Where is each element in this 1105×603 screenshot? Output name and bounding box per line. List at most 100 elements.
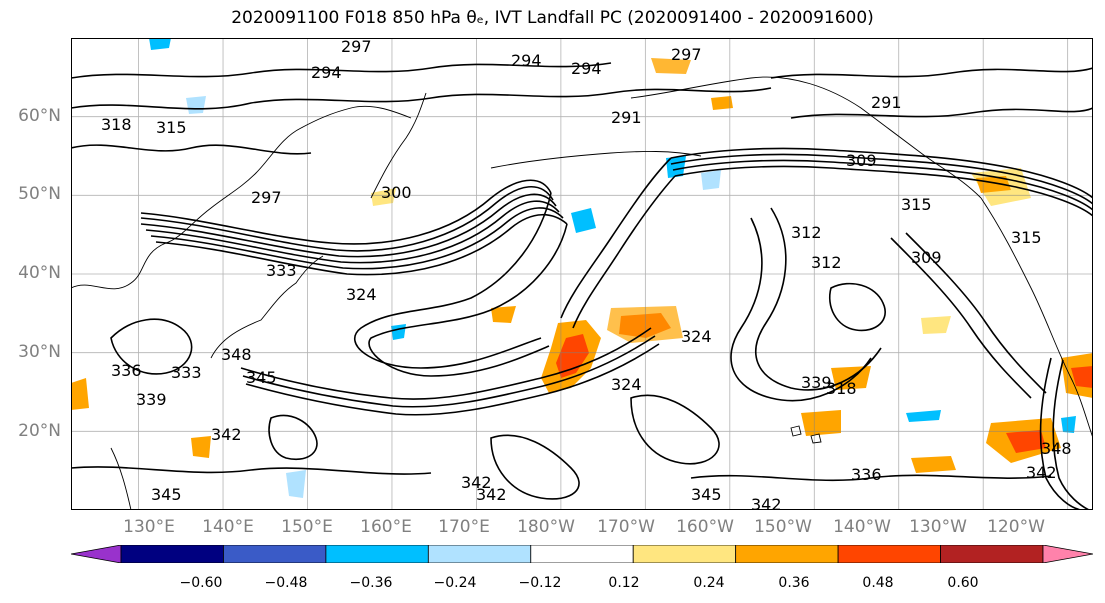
colorbar-tick-label: 0.24 bbox=[693, 575, 725, 591]
contour-label: 336 bbox=[111, 361, 142, 380]
shading-patch bbox=[1061, 416, 1076, 433]
contour-line bbox=[268, 414, 318, 460]
colorbar-tick-label: 0.60 bbox=[947, 575, 979, 591]
colorbar-segment bbox=[427, 545, 532, 563]
map-panel: 297 294 294 294 297 291 291 318 315 297 300 309 315 3… bbox=[71, 38, 1093, 510]
contour-line bbox=[755, 207, 882, 391]
contour-line bbox=[672, 159, 1093, 211]
contour-label: 297 bbox=[251, 188, 282, 207]
contour-label: 324 bbox=[346, 285, 377, 304]
coastline-alaska bbox=[630, 76, 982, 199]
shading-patch bbox=[921, 316, 951, 334]
shading-patch bbox=[801, 410, 841, 436]
lon-label: 170°E bbox=[438, 517, 490, 537]
contour-label: 342 bbox=[476, 485, 507, 504]
lon-label: 180°W bbox=[517, 517, 575, 537]
lon-label: 150°E bbox=[281, 517, 333, 537]
coastline-namerica bbox=[980, 197, 1093, 439]
contour-label: 300 bbox=[381, 183, 412, 202]
contour-label: 318 bbox=[826, 379, 857, 398]
colorbar-segment bbox=[223, 545, 327, 563]
contour-line bbox=[490, 434, 580, 500]
contour-label: 324 bbox=[681, 327, 712, 346]
contour-line bbox=[150, 207, 564, 270]
coastline-hawaii bbox=[790, 425, 822, 444]
contour-label: 333 bbox=[266, 261, 297, 280]
lon-label: 160°E bbox=[360, 517, 412, 537]
contour-label: 333 bbox=[171, 363, 202, 382]
contour-line bbox=[670, 153, 1093, 205]
contour-label: 336 bbox=[851, 465, 882, 484]
contour-label: 315 bbox=[1011, 228, 1042, 247]
coastline-philippines bbox=[110, 447, 132, 510]
contour-label: 345 bbox=[246, 368, 277, 387]
colorbar-segment bbox=[1042, 545, 1093, 563]
contour-label: 318 bbox=[101, 115, 132, 134]
contour-line bbox=[354, 192, 552, 369]
contour-label: 339 bbox=[136, 390, 167, 409]
contour-label: 348 bbox=[221, 345, 252, 364]
shading-patch bbox=[906, 410, 941, 422]
contour-line bbox=[690, 474, 1052, 482]
graticule bbox=[71, 38, 1093, 510]
coastline-kamchatka bbox=[370, 92, 427, 199]
contour-line bbox=[730, 217, 872, 402]
lon-label: 160°W bbox=[676, 517, 734, 537]
contour-label: 339 bbox=[801, 373, 832, 392]
shading-patch bbox=[149, 38, 171, 50]
contour-labels: 297 294 294 294 297 291 291 318 315 297 300 309 315 3… bbox=[101, 38, 1072, 510]
colorbar bbox=[71, 545, 1093, 563]
colorbar-segment bbox=[940, 545, 1044, 563]
shading-patch bbox=[286, 470, 306, 498]
contour-line bbox=[670, 147, 1093, 199]
shading-patch bbox=[701, 170, 721, 190]
colorbar-segment bbox=[120, 545, 224, 563]
map-canvas: 297 294 294 294 297 291 291 318 315 297 300 309 315 3… bbox=[71, 38, 1093, 510]
contour-label: 342 bbox=[461, 473, 492, 492]
contour-line bbox=[770, 67, 1093, 79]
contour-line bbox=[71, 466, 432, 475]
shading-patch bbox=[191, 436, 211, 458]
shading-patch bbox=[186, 96, 206, 114]
contour-label: 294 bbox=[571, 59, 602, 78]
contour-label: 345 bbox=[691, 485, 722, 504]
contour-line bbox=[560, 157, 672, 319]
shading-patch bbox=[1071, 366, 1093, 388]
contour-label: 294 bbox=[311, 63, 342, 82]
contour-label: 291 bbox=[871, 93, 902, 112]
contour-line bbox=[674, 165, 1093, 217]
contour-label: 324 bbox=[611, 375, 642, 394]
contour-line bbox=[1039, 357, 1082, 510]
lon-label: 150°W bbox=[754, 517, 812, 537]
theta-e-contours bbox=[71, 62, 1093, 510]
contour-line bbox=[829, 282, 886, 332]
contour-label: 297 bbox=[671, 45, 702, 64]
contour-line bbox=[240, 327, 652, 400]
contour-line bbox=[368, 223, 568, 377]
contour-line bbox=[71, 87, 772, 110]
colorbar-tick-label: −0.12 bbox=[518, 575, 562, 591]
colorbar-tick-label: 0.48 bbox=[862, 575, 894, 591]
shading-patch bbox=[491, 306, 516, 323]
lat-label: 40°N bbox=[18, 263, 61, 283]
contour-label: 342 bbox=[211, 425, 242, 444]
shading-patch bbox=[71, 378, 89, 410]
contour-line bbox=[155, 214, 568, 276]
contour-line bbox=[245, 343, 660, 416]
lon-label: 170°W bbox=[597, 517, 655, 537]
shading-patch bbox=[571, 208, 596, 233]
shading-patch bbox=[911, 456, 956, 473]
shading-patch bbox=[651, 58, 691, 74]
contour-line bbox=[140, 185, 554, 252]
contour-line bbox=[890, 237, 1032, 399]
contour-line bbox=[630, 394, 720, 465]
colorbar-tick-label: 0.12 bbox=[608, 575, 640, 591]
lon-label: 130°W bbox=[909, 517, 967, 537]
colorbar-segment bbox=[837, 545, 941, 563]
contour-label: 345 bbox=[151, 485, 182, 504]
colorbar-segment bbox=[325, 545, 429, 563]
coastlines bbox=[71, 76, 1093, 510]
colorbar-tick-label: −0.36 bbox=[349, 575, 393, 591]
contour-line bbox=[71, 144, 312, 155]
colorbar-segment bbox=[632, 545, 737, 563]
